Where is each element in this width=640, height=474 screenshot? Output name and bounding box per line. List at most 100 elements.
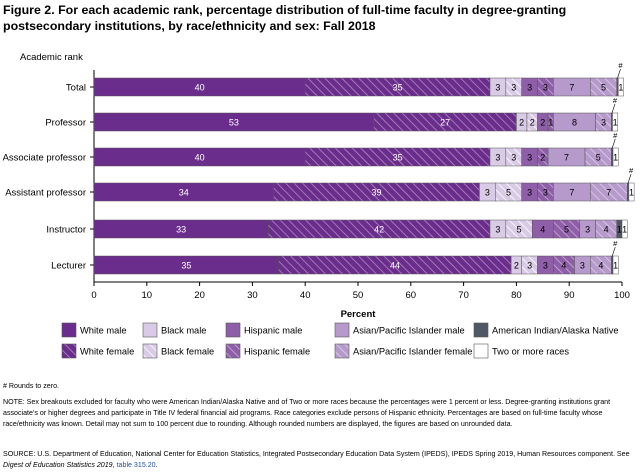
x-tick-label: 20 xyxy=(194,290,205,301)
data-label: 1 xyxy=(629,188,634,198)
bar-segment xyxy=(612,255,619,275)
data-label: 27 xyxy=(440,118,450,128)
data-label: 3 xyxy=(527,83,532,93)
y-tick-label: Instructor xyxy=(46,225,86,236)
legend-swatch xyxy=(473,343,489,359)
data-label: 1 xyxy=(613,118,618,128)
rounds-note: # Rounds to zero. xyxy=(3,382,59,390)
legend-swatch xyxy=(334,322,350,338)
legend-label: American Indian/Alaska Native xyxy=(492,326,619,336)
data-label: 3 xyxy=(527,261,532,271)
y-tick-label: Associate professor xyxy=(3,153,86,164)
data-label: # xyxy=(613,239,618,248)
legend-label: White female xyxy=(80,347,134,357)
x-tick-label: 70 xyxy=(458,290,469,301)
data-label: 4 xyxy=(561,261,566,271)
source-text: SOURCE: U.S. Department of Education, Na… xyxy=(3,449,635,471)
rounds-to-zero-leader xyxy=(611,138,616,149)
data-label: 2 xyxy=(514,261,519,271)
data-label: 4 xyxy=(540,225,545,235)
x-tick-label: 60 xyxy=(406,290,417,301)
data-label: 3 xyxy=(511,83,516,93)
y-tick-label: Professor xyxy=(45,118,86,129)
data-label: 5 xyxy=(601,83,606,93)
rounds-to-zero-leader xyxy=(627,173,632,184)
data-label: 3 xyxy=(585,225,590,235)
bar-segment xyxy=(612,112,619,132)
y-tick-label: Assistant professor xyxy=(5,188,86,199)
source-table-link[interactable]: table 315.20 xyxy=(116,461,156,469)
data-label: 5 xyxy=(517,225,522,235)
legend-label: Hispanic male xyxy=(244,326,302,336)
legend-label: Black male xyxy=(161,326,206,336)
y-tick-label: Lecturer xyxy=(51,261,86,272)
data-label: # xyxy=(618,61,623,70)
legend-label: Black female xyxy=(161,347,214,357)
data-label: 5 xyxy=(596,153,601,163)
legend-label: White male xyxy=(80,326,127,336)
data-label: 2 xyxy=(530,118,535,128)
x-tick-label: 50 xyxy=(353,290,364,301)
data-label: # xyxy=(613,96,618,105)
stacked-bar-chart: Academic rank Percent 0 10 20 30 40 50 60 70 80 9… xyxy=(3,52,635,359)
x-tick-label: 0 xyxy=(91,290,96,301)
data-label: 35 xyxy=(393,83,403,93)
data-label: 3 xyxy=(543,261,548,271)
data-label: 3 xyxy=(580,261,585,271)
data-label: 5 xyxy=(506,188,511,198)
data-label: 3 xyxy=(527,188,532,198)
source-prefix: SOURCE: U.S. Department of Education, Na… xyxy=(3,450,630,458)
data-label: 3 xyxy=(495,225,500,235)
y-tick-label: Total xyxy=(66,83,86,94)
data-label: # xyxy=(629,166,634,175)
data-label: 39 xyxy=(371,188,381,198)
legend-swatch xyxy=(142,343,158,359)
data-label: 44 xyxy=(390,261,400,271)
data-label: 7 xyxy=(569,188,574,198)
x-tick-label: 40 xyxy=(300,290,311,301)
legend-swatch xyxy=(61,343,77,359)
chart-title: Figure 2. For each academic rank, percen… xyxy=(3,3,567,33)
data-label: 2 xyxy=(519,118,524,128)
data-label: 3 xyxy=(601,118,606,128)
data-label: 1 xyxy=(622,225,627,235)
data-label: 3 xyxy=(543,83,548,93)
legend-swatch xyxy=(225,343,241,359)
source-end: . xyxy=(155,461,158,469)
legend-label: Hispanic female xyxy=(244,347,310,357)
data-label: 4 xyxy=(598,261,603,271)
legend-label: Asian/Pacific Islander female xyxy=(353,347,472,357)
data-label: 3 xyxy=(495,153,500,163)
data-label: 3 xyxy=(485,188,490,198)
rounds-to-zero-leader xyxy=(611,246,616,257)
x-tick-label: 100 xyxy=(614,290,630,301)
data-label: 35 xyxy=(393,153,403,163)
data-label: 4 xyxy=(604,225,609,235)
data-label: 3 xyxy=(527,153,532,163)
data-label: 42 xyxy=(374,225,384,235)
source-digest: Digest of Education Statistics 2019 xyxy=(3,461,113,469)
rounds-to-zero-leader xyxy=(611,103,616,114)
data-label: 1 xyxy=(613,153,618,163)
data-label: 7 xyxy=(606,188,611,198)
x-tick-label: 30 xyxy=(247,290,258,301)
rounds-to-zero-leader xyxy=(617,68,621,79)
data-label: 34 xyxy=(179,188,189,198)
data-label: 53 xyxy=(229,118,239,128)
x-tick-label: 10 xyxy=(142,290,153,301)
legend-label: Asian/Pacific Islander male xyxy=(353,326,465,336)
data-label: 1 xyxy=(618,83,623,93)
data-label: 40 xyxy=(195,83,205,93)
data-label: 33 xyxy=(176,225,186,235)
data-label: 1 xyxy=(617,225,622,235)
data-label: 2 xyxy=(540,153,545,163)
bar-segment xyxy=(628,182,635,202)
data-label: 3 xyxy=(495,83,500,93)
data-label: 8 xyxy=(572,118,577,128)
data-label: 3 xyxy=(511,153,516,163)
legend-swatch xyxy=(225,322,241,338)
x-axis-title: Percent xyxy=(341,309,377,320)
source-comma: , xyxy=(112,461,117,469)
x-tick-label: 90 xyxy=(564,290,575,301)
data-label: 7 xyxy=(569,83,574,93)
